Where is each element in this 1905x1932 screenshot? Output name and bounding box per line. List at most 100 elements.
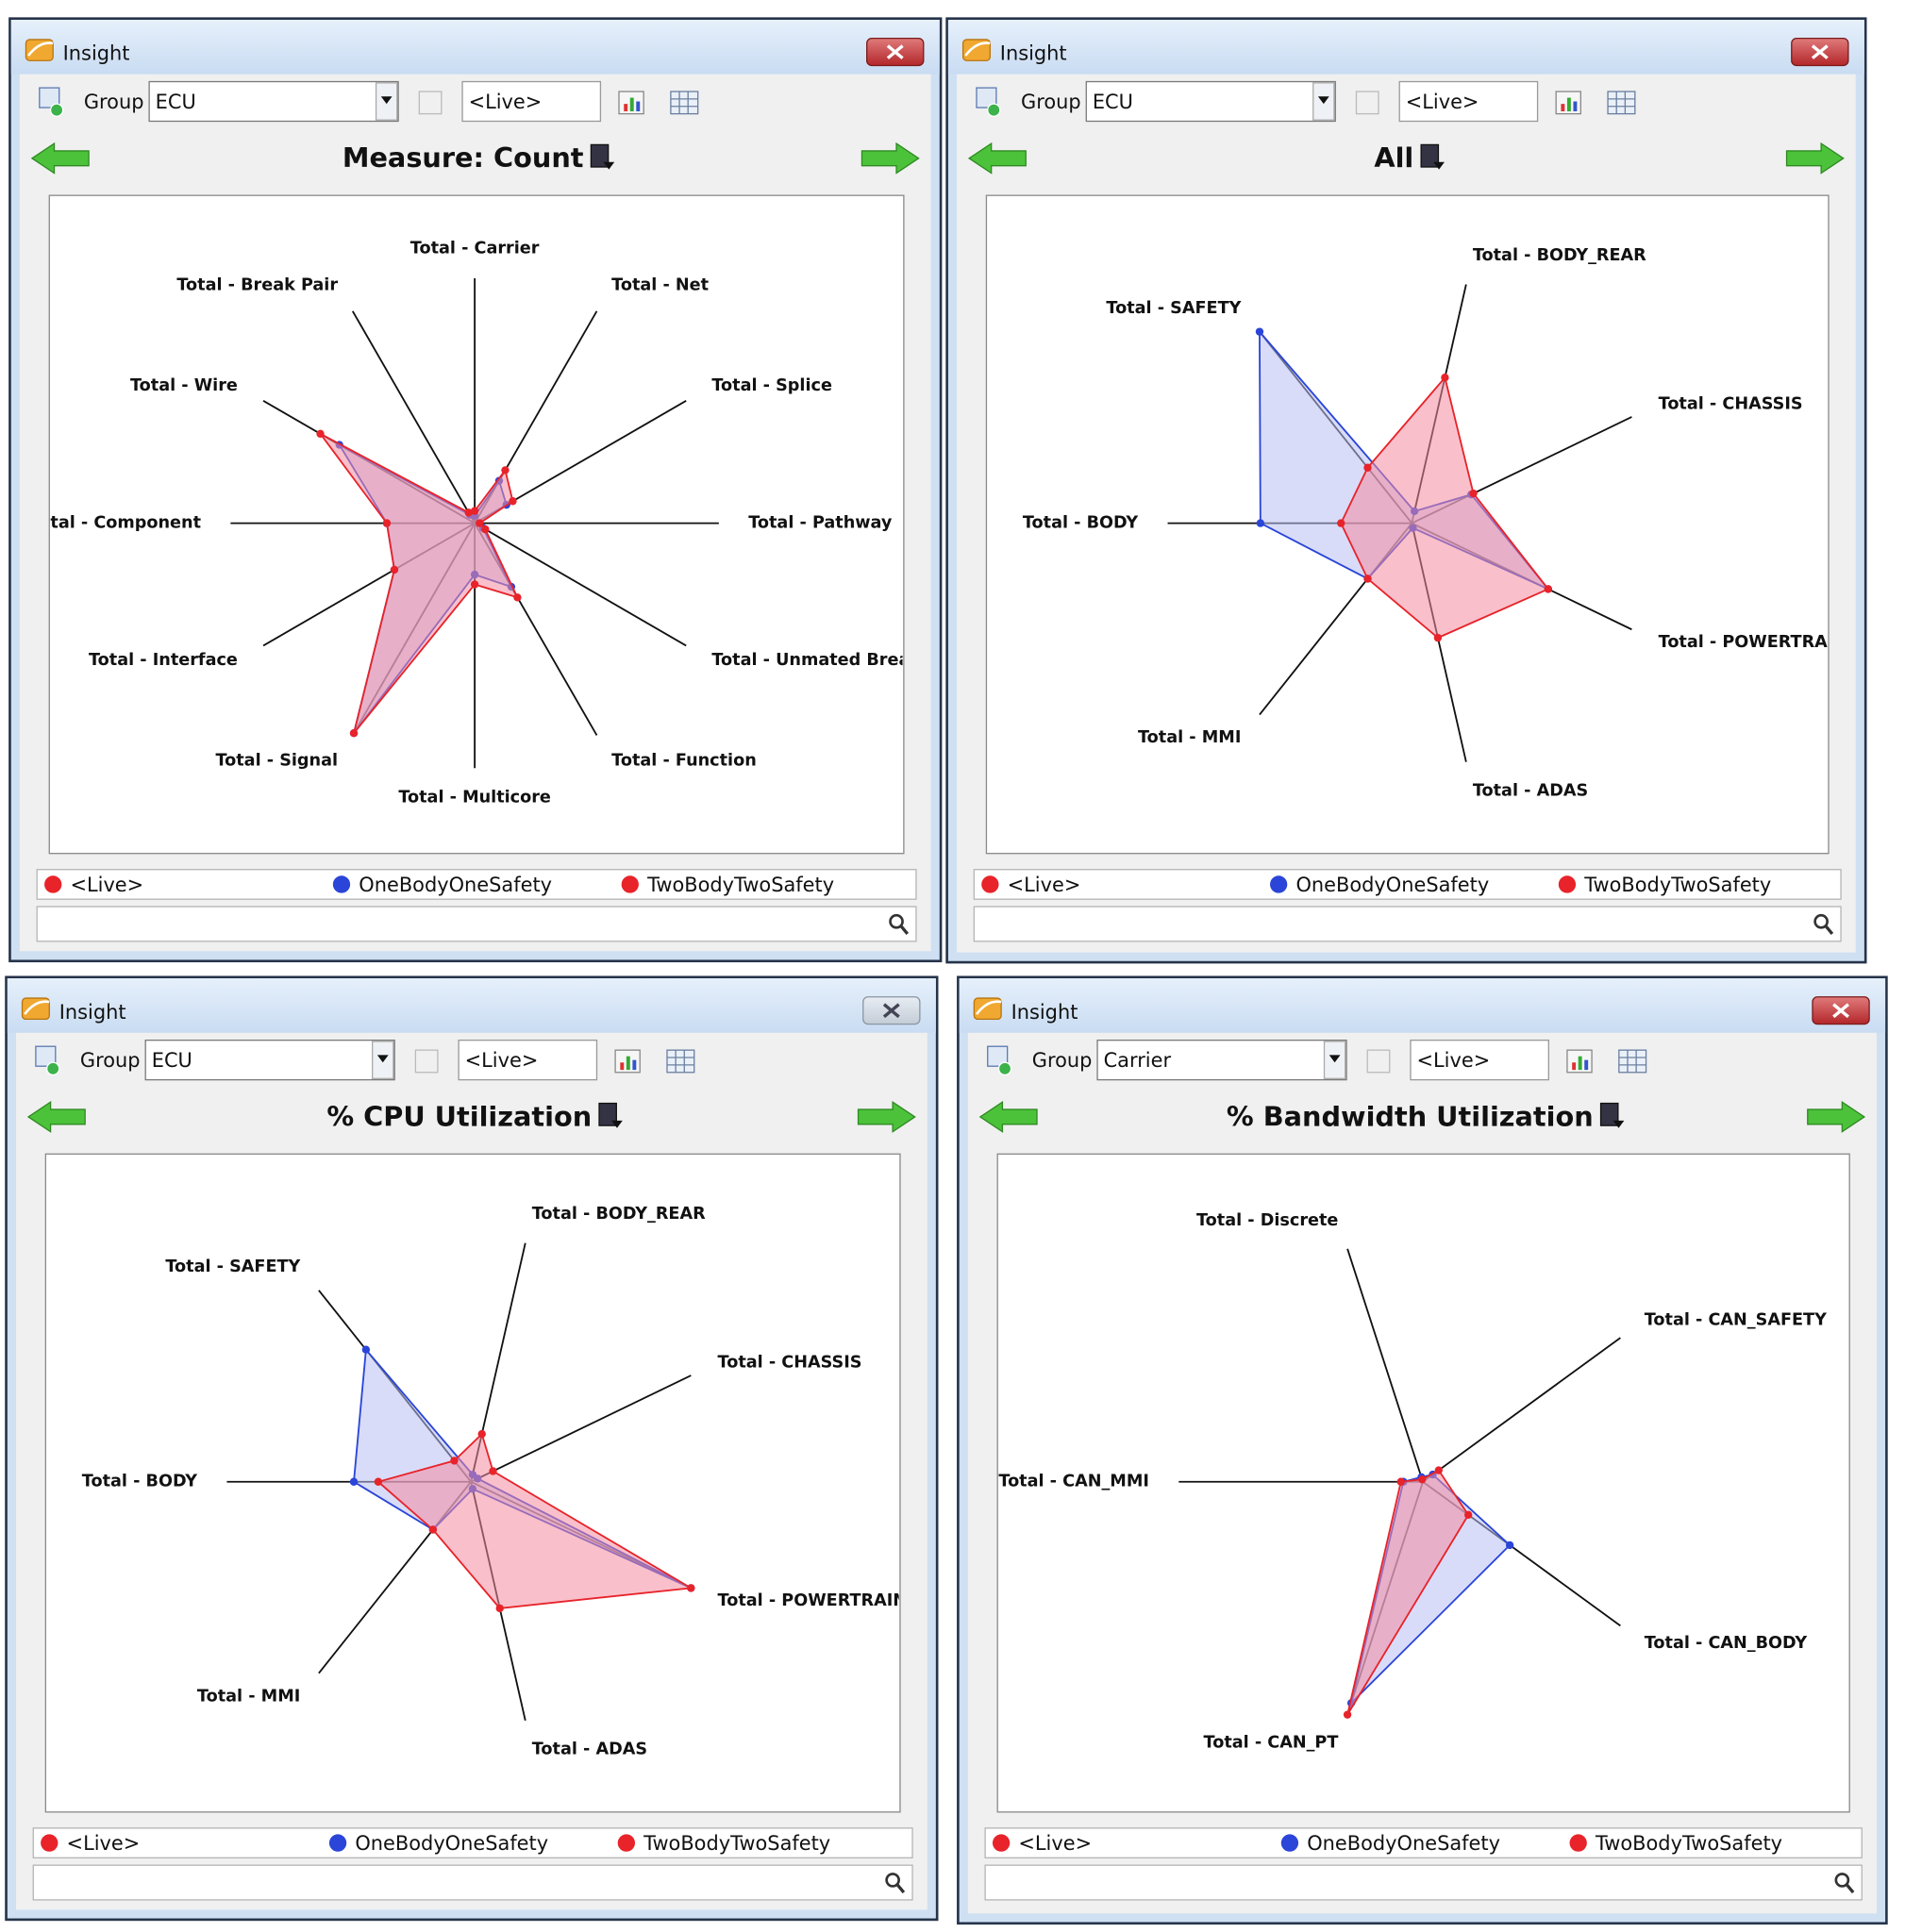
- window-title: Insight: [59, 1001, 126, 1024]
- next-arrow[interactable]: [1807, 1101, 1866, 1133]
- series-point: [450, 1457, 459, 1465]
- live-field[interactable]: [461, 80, 602, 123]
- table-view-button[interactable]: [1607, 91, 1636, 115]
- close-glyph[interactable]: [1811, 44, 1829, 59]
- chart-view-icon-bar[interactable]: [1572, 1062, 1577, 1071]
- axis-label: Total - SAFETY: [165, 1257, 300, 1276]
- series-point: [464, 508, 473, 517]
- series-point: [513, 593, 522, 602]
- series-point: [382, 519, 392, 527]
- search-icon[interactable]: [1834, 1873, 1850, 1888]
- chart-view-icon-bar[interactable]: [1561, 104, 1565, 112]
- close-glyph[interactable]: [882, 1003, 900, 1019]
- search-field[interactable]: [984, 1864, 1863, 1901]
- search-icon-handle[interactable]: [1825, 924, 1834, 935]
- search-field[interactable]: [973, 906, 1842, 942]
- group-label: Group: [1021, 91, 1081, 113]
- close-glyph[interactable]: [1832, 1003, 1849, 1019]
- table-view-grid[interactable]: [1608, 92, 1635, 114]
- insight-window: Insight Group Carrier <Live> % Bandwidth Uti…: [957, 975, 1888, 1925]
- table-view-icon[interactable]: [670, 91, 699, 115]
- group-dropdown[interactable]: [1085, 80, 1336, 123]
- search-icon[interactable]: [1813, 913, 1829, 929]
- table-view-button[interactable]: [670, 91, 699, 115]
- chart-view-button[interactable]: [1566, 1049, 1593, 1074]
- chart-view-icon-bar[interactable]: [624, 104, 628, 112]
- chart-view-icon-bar[interactable]: [1573, 101, 1578, 112]
- close-button[interactable]: [866, 37, 925, 67]
- search-icon-handle[interactable]: [1846, 1884, 1855, 1894]
- measure-icon[interactable]: [1420, 143, 1440, 168]
- previous-arrow[interactable]: [30, 142, 90, 175]
- axis-label: Total - MMI: [197, 1687, 300, 1706]
- measure-icon-arrow[interactable]: [603, 161, 615, 170]
- chart-view-icon-bar[interactable]: [1584, 1059, 1589, 1071]
- axis-label: Total - Function: [611, 752, 757, 771]
- table-view-grid[interactable]: [670, 92, 698, 114]
- live-field[interactable]: [458, 1040, 598, 1081]
- chart-view-button[interactable]: [1555, 91, 1581, 115]
- chart-view-icon-bar[interactable]: [632, 1059, 637, 1071]
- search-icon[interactable]: [889, 913, 904, 929]
- table-view-button[interactable]: [666, 1049, 695, 1074]
- series-point: [495, 1604, 504, 1613]
- measure-icon-arrow[interactable]: [1613, 1120, 1625, 1128]
- title-bar: [10, 19, 940, 75]
- chart-view-icon-bar[interactable]: [636, 101, 641, 112]
- search-field[interactable]: [32, 1864, 913, 1901]
- previous-arrow[interactable]: [26, 1101, 86, 1133]
- group-dropdown[interactable]: [1096, 1040, 1347, 1081]
- search-icon[interactable]: [885, 1873, 900, 1888]
- measure-icon-arrow[interactable]: [1433, 161, 1445, 170]
- next-arrow[interactable]: [1785, 142, 1845, 175]
- previous-arrow[interactable]: [978, 1101, 1038, 1133]
- search-field[interactable]: [36, 906, 917, 942]
- table-view-icon[interactable]: [1607, 91, 1636, 115]
- close-button[interactable]: [1812, 996, 1870, 1025]
- radar-chart: Total - BODY_REAR Total - CHASSIS Total - …: [82, 1205, 899, 1759]
- axis-label: Total - Pathway: [748, 514, 893, 533]
- next-arrow[interactable]: [857, 1101, 916, 1133]
- insight-window: Insight Group ECU <Live> Measure: Count Total…: [8, 17, 943, 963]
- series-point: [470, 507, 479, 515]
- legend-bar: [973, 869, 1842, 900]
- title-bar: [7, 978, 936, 1033]
- live-field[interactable]: [1410, 1040, 1549, 1081]
- table-view-icon[interactable]: [1618, 1049, 1647, 1074]
- radar-axis: [474, 522, 687, 647]
- close-glyph[interactable]: [886, 44, 904, 59]
- close-button[interactable]: [1791, 37, 1849, 67]
- close-button[interactable]: [862, 996, 921, 1025]
- measure-icon[interactable]: [590, 143, 610, 168]
- radar-chart: Total - Discrete Total - CAN_SAFETY Total …: [999, 1211, 1828, 1753]
- series-point: [501, 466, 510, 475]
- chart-view-icon-bar[interactable]: [620, 1062, 625, 1071]
- measure-icon[interactable]: [598, 1102, 617, 1126]
- group-dropdown[interactable]: [144, 1040, 395, 1081]
- axis-label: Total - ADAS: [1473, 781, 1588, 800]
- measure-icon[interactable]: [1599, 1102, 1619, 1126]
- previous-arrow[interactable]: [967, 142, 1027, 175]
- chart-view-icon-bar[interactable]: [626, 1056, 630, 1071]
- live-field[interactable]: [1398, 80, 1539, 123]
- table-view-grid[interactable]: [666, 1050, 694, 1073]
- table-view-icon[interactable]: [666, 1049, 695, 1074]
- chart-view-button[interactable]: [614, 1049, 641, 1074]
- group-dropdown[interactable]: [148, 80, 399, 123]
- app-icon-swoosh: [24, 1000, 50, 1015]
- measure-icon-arrow[interactable]: [611, 1120, 623, 1128]
- chart-view-button[interactable]: [618, 91, 644, 115]
- chart-view-icon-bar[interactable]: [1566, 97, 1571, 112]
- live-field-text: <Live>: [1406, 91, 1479, 113]
- chart-view-icon-bar[interactable]: [629, 97, 634, 112]
- next-arrow[interactable]: [861, 142, 920, 175]
- chart-view-icon-bar[interactable]: [1578, 1056, 1582, 1071]
- title-bar: [959, 978, 1886, 1033]
- group-value: ECU: [1093, 91, 1133, 113]
- table-view-grid[interactable]: [1618, 1050, 1646, 1073]
- table-view-button[interactable]: [1618, 1049, 1647, 1074]
- series-point: [374, 1477, 383, 1486]
- search-icon-handle[interactable]: [900, 924, 910, 935]
- search-icon-handle[interactable]: [896, 1884, 906, 1894]
- group-value: ECU: [152, 1049, 192, 1072]
